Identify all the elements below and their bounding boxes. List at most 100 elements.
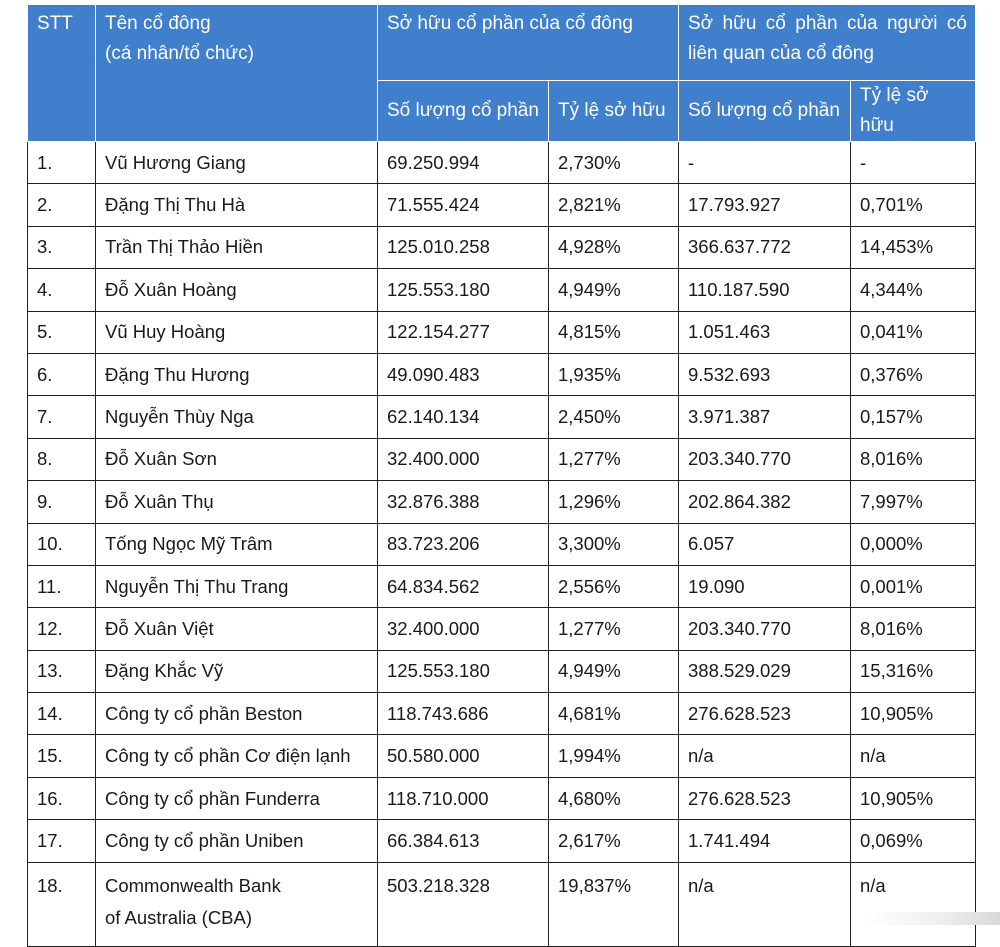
table-header: STT Tên cổ đông (cá nhân/tổ chức) Sở hữu… — [27, 4, 976, 142]
table-row: 5. Vũ Huy Hoàng 122.154.277 4,815% 1.051.463… — [27, 310, 976, 354]
cell-rel-pct: 7,997% — [850, 480, 976, 524]
cell-stt: 13. — [27, 649, 96, 694]
cell-pct: 1,994% — [548, 734, 679, 778]
cell-name: Nguyễn Thùy Nga — [95, 395, 378, 439]
cell-stt: 18. — [27, 861, 96, 947]
cell-rel-pct: 8,016% — [850, 607, 976, 651]
cell-pct: 2,821% — [548, 183, 679, 227]
table-row: 3. Trần Thị Thảo Hiền 125.010.258 4,928% 366… — [27, 225, 976, 270]
cell-name: Vũ Huy Hoàng — [95, 310, 378, 354]
cell-name: Tống Ngọc Mỹ Trâm — [95, 522, 378, 566]
cell-name: Công ty cổ phần Cơ điện lạnh — [95, 734, 378, 778]
header-name-line1: Tên cổ đông — [105, 13, 211, 34]
cell-rel-pct: 0,701% — [850, 183, 976, 227]
table-row: 4. Đỗ Xuân Hoàng 125.553.180 4,949% 110.187.… — [27, 268, 976, 312]
cell-qty: 118.743.686 — [377, 692, 549, 736]
cell-name: Nguyễn Thị Thu Trang — [95, 564, 378, 609]
table-row: 15. Công ty cổ phần Cơ điện lạnh 50.580.00… — [27, 734, 976, 778]
cell-name: Công ty cổ phần Beston — [95, 692, 378, 736]
cell-stt: 8. — [27, 437, 96, 482]
header-stt: STT — [27, 4, 96, 142]
cell-pct: 2,730% — [548, 140, 679, 185]
cell-rel-pct: 14,453% — [850, 225, 976, 270]
cell-stt: 17. — [27, 819, 96, 863]
header-own-group: Sở hữu cổ phần của cổ đông — [377, 4, 679, 81]
cell-stt: 5. — [27, 310, 96, 354]
cell-pct: 2,450% — [548, 395, 679, 439]
cell-stt: 9. — [27, 480, 96, 524]
table-row: 1. Vũ Hương Giang 69.250.994 2,730% - - — [27, 140, 976, 185]
cell-rel-pct: 0,000% — [850, 522, 976, 566]
page-curl-shadow — [868, 912, 1000, 925]
cell-pct: 1,277% — [548, 437, 679, 482]
cell-qty: 32.400.000 — [377, 437, 549, 482]
header-related-group: Sở hữu cổ phần của người có liên quan củ… — [678, 4, 976, 81]
cell-stt: 4. — [27, 268, 96, 312]
cell-pct: 2,617% — [548, 819, 679, 863]
cell-pct: 4,680% — [548, 776, 679, 821]
cell-rel-pct: 8,016% — [850, 437, 976, 482]
table-row: 6. Đặng Thu Hương 49.090.483 1,935% 9.532.69… — [27, 352, 976, 397]
cell-pct: 1,296% — [548, 480, 679, 524]
header-row-top: STT Tên cổ đông (cá nhân/tổ chức) Sở hữu… — [27, 4, 976, 142]
shareholder-table: STT Tên cổ đông (cá nhân/tổ chức) Sở hữu… — [27, 4, 976, 947]
cell-rel-qty: 202.864.382 — [678, 480, 851, 524]
cell-name: Đỗ Xuân Thụ — [95, 480, 378, 524]
table-row: 12. Đỗ Xuân Việt 32.400.000 1,277% 203.340.7… — [27, 607, 976, 651]
cell-name-line1: Commonwealth Bank — [105, 874, 281, 896]
cell-name: Đặng Thị Thu Hà — [95, 183, 378, 227]
table-body: 1. Vũ Hương Giang 69.250.994 2,730% - - 2. Đặn… — [27, 140, 976, 947]
cell-rel-pct: 4,344% — [850, 268, 976, 312]
cell-qty: 69.250.994 — [377, 140, 549, 185]
cell-rel-pct: 0,157% — [850, 395, 976, 439]
cell-stt: 1. — [27, 140, 96, 185]
cell-qty: 32.876.388 — [377, 480, 549, 524]
table-row: 14. Công ty cổ phần Beston 118.743.686 4,68… — [27, 692, 976, 736]
cell-qty: 49.090.483 — [377, 352, 549, 397]
cell-qty: 32.400.000 — [377, 607, 549, 651]
cell-rel-pct: 15,316% — [850, 649, 976, 694]
table-row: 10. Tống Ngọc Mỹ Trâm 83.723.206 3,300% 6.05… — [27, 522, 976, 566]
cell-rel-qty: 9.532.693 — [678, 352, 851, 397]
cell-rel-pct: 0,041% — [850, 310, 976, 354]
cell-stt: 16. — [27, 776, 96, 821]
header-row-sub: Số lượng cổ phần Tỷ lệ sở hữu Số lượng c… — [28, 80, 976, 142]
cell-qty: 118.710.000 — [377, 776, 549, 821]
cell-stt: 6. — [27, 352, 96, 397]
cell-qty: 83.723.206 — [377, 522, 549, 566]
cell-qty: 125.010.258 — [377, 225, 549, 270]
cell-name: Đỗ Xuân Hoàng — [95, 268, 378, 312]
cell-stt: 2. — [27, 183, 96, 227]
cell-name: Đỗ Xuân Sơn — [95, 437, 378, 482]
shareholder-table-container: STT Tên cổ đông (cá nhân/tổ chức) Sở hữu… — [27, 4, 976, 947]
header-own-qty: Số lượng cổ phần — [377, 80, 549, 142]
header-shareholder-name: Tên cổ đông (cá nhân/tổ chức) — [95, 4, 378, 142]
table-row: 18. Commonwealth Bank of Australia (CBA)… — [27, 861, 976, 947]
table-row: 13. Đặng Khắc Vỹ 125.553.180 4,949% 388.529.… — [27, 649, 976, 694]
cell-rel-qty: 3.971.387 — [678, 395, 851, 439]
cell-qty: 71.555.424 — [377, 183, 549, 227]
cell-pct: 4,949% — [548, 268, 679, 312]
cell-rel-pct: - — [850, 140, 976, 185]
cell-stt: 11. — [27, 564, 96, 609]
cell-pct: 4,928% — [548, 225, 679, 270]
table-row: 17. Công ty cổ phần Uniben 66.384.613 2,617… — [27, 819, 976, 863]
cell-qty: 64.834.562 — [377, 564, 549, 609]
cell-name: Vũ Hương Giang — [95, 140, 378, 185]
cell-name: Đặng Thu Hương — [95, 352, 378, 397]
header-own-pct: Tỷ lệ sở hữu — [548, 80, 679, 142]
cell-stt: 15. — [27, 734, 96, 778]
cell-rel-pct: 10,905% — [850, 692, 976, 736]
cell-name: Commonwealth Bank of Australia (CBA) — [95, 861, 378, 947]
cell-qty: 50.580.000 — [377, 734, 549, 778]
cell-qty: 125.553.180 — [377, 649, 549, 694]
cell-qty: 122.154.277 — [377, 310, 549, 354]
cell-stt: 7. — [27, 395, 96, 439]
header-rel-pct: Tỷ lệ sở hữu — [850, 80, 976, 142]
cell-rel-qty: 203.340.770 — [678, 607, 851, 651]
cell-rel-pct: 0,001% — [850, 564, 976, 609]
cell-rel-pct: 10,905% — [850, 776, 976, 821]
cell-pct: 2,556% — [548, 564, 679, 609]
header-name-line2: (cá nhân/tổ chức) — [105, 43, 254, 64]
cell-pct: 1,277% — [548, 607, 679, 651]
